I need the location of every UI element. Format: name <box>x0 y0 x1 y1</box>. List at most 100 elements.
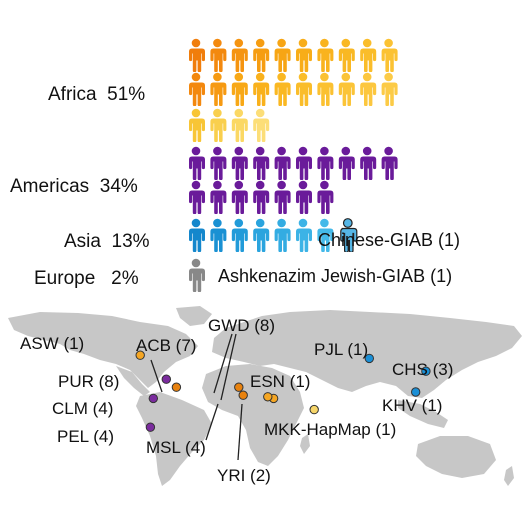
world-map <box>8 306 522 486</box>
australia-landmass <box>416 436 496 478</box>
person-icon-americas-r1-5 <box>274 146 291 180</box>
person-icon-americas-r1-7 <box>317 146 334 180</box>
person-icon-africa-r1-9 <box>360 38 377 72</box>
region-label-americas: Americas 34% <box>10 176 138 198</box>
europe-annotation: Ashkenazim Jewish-GIAB (1) <box>218 266 453 286</box>
person-icon-africa-r3-1 <box>189 108 205 142</box>
person-icon-africa-r1-2 <box>210 38 227 72</box>
person-icon-americas-r2-7 <box>317 180 334 214</box>
new-zealand-landmass <box>504 466 514 486</box>
person-icon-africa-r1-6 <box>296 38 312 72</box>
person-icon-africa-r2-2 <box>210 72 227 106</box>
map-label-msl: MSL (4) <box>146 438 206 457</box>
person-icon-americas-r2-3 <box>231 180 248 214</box>
region-label-asia: Asia 13% <box>64 231 150 253</box>
person-icon-africa-r1-8 <box>338 38 355 72</box>
person-icon-africa-r2-6 <box>296 72 312 106</box>
person-icon-americas-r1-3 <box>231 146 248 180</box>
label-leader-lines <box>150 333 243 461</box>
map-point-chs <box>421 366 431 376</box>
msl-leader-line <box>205 403 219 441</box>
person-icon-americas-r2-1 <box>189 180 205 214</box>
map-label-mkk: MKK-HapMap (1) <box>264 420 397 439</box>
region-name: Africa <box>48 84 97 105</box>
map-point-pel <box>145 422 156 432</box>
asia-annotation: Chinese-GIAB (1) <box>318 230 461 250</box>
person-icon-africa-r2-1 <box>189 72 205 106</box>
person-icon-americas-r1-4 <box>253 146 270 180</box>
person-icon-africa-r1-4 <box>253 38 270 72</box>
region-name: Americas <box>10 176 90 197</box>
person-icon-asia-r1-5 <box>274 218 291 252</box>
person-icon-africa-r3-2 <box>210 108 227 142</box>
acb-leader-line <box>150 359 163 393</box>
map-label-khv: KHV (1) <box>382 396 443 415</box>
greenland-landmass <box>176 306 212 326</box>
map-point-khv <box>411 387 421 397</box>
gwd-leader-line-1 <box>213 333 233 394</box>
person-icon-americas-r2-4 <box>253 180 270 214</box>
region-name: Europe <box>34 268 96 289</box>
person-icon-africa-r3-4 <box>253 108 270 142</box>
region-name: Asia <box>64 231 101 252</box>
map-label-yri: YRI (2) <box>217 466 271 485</box>
map-label-pel: PEL (4) <box>57 427 115 446</box>
person-icon-americas-r1-10 <box>381 146 398 180</box>
central-america-landmass <box>116 366 150 396</box>
south-america-landmass <box>136 392 212 486</box>
map-label-pjl: PJL (1) <box>314 340 369 359</box>
person-icon-africa-r1-7 <box>317 38 334 72</box>
person-icon-africa-r2-5 <box>274 72 291 106</box>
map-point-acb <box>171 382 182 392</box>
person-icon-asia-r1-3 <box>231 218 248 252</box>
map-point-asw <box>135 350 145 360</box>
region-percent: 2% <box>111 268 139 289</box>
person-icon-asia-r1-1 <box>189 218 205 252</box>
person-icon-africa-r2-8 <box>338 72 355 106</box>
person-icon-americas-r1-6 <box>296 146 312 180</box>
yri-leader-line <box>237 403 243 461</box>
map-point-gwd <box>234 382 244 392</box>
person-icon-asia-r1-6 <box>296 218 312 252</box>
map-point-pjl <box>364 353 374 364</box>
person-icon-asia-r1-4 <box>253 218 270 252</box>
gwd-leader-line-2 <box>220 333 237 401</box>
map-label-chs: CHS (3) <box>392 360 454 379</box>
person-icon-americas-r2-2 <box>210 180 227 214</box>
north-america-landmass <box>8 312 198 388</box>
map-point-pur <box>161 374 172 384</box>
person-icon-americas-r1-9 <box>360 146 377 180</box>
person-icon-africa-r2-9 <box>360 72 377 106</box>
map-label-asw: ASW (1) <box>20 334 85 353</box>
region-label-europe: Europe 2% <box>34 268 139 290</box>
person-icon-africa-r1-5 <box>274 38 291 72</box>
map-points <box>135 350 431 432</box>
person-icon-africa-r2-3 <box>231 72 248 106</box>
region-percent: 34% <box>99 176 138 197</box>
map-point-clm <box>148 393 159 404</box>
map-label-esn: ESN (1) <box>250 372 311 391</box>
person-icon-americas-r2-6 <box>296 180 312 214</box>
map-label-acb: ACB (7) <box>136 336 197 355</box>
person-icon-americas-r1-8 <box>338 146 355 180</box>
map-label-clm: CLM (4) <box>52 399 114 418</box>
person-icon-africa-r2-10 <box>381 72 398 106</box>
pictograph-marks <box>189 38 398 292</box>
person-icon-africa-r3-3 <box>231 108 248 142</box>
person-icon-africa-r1-1 <box>189 38 205 72</box>
person-icon-americas-r1-1 <box>189 146 205 180</box>
region-percent: 13% <box>111 231 150 252</box>
person-icon-africa-r2-4 <box>253 72 270 106</box>
map-point-msl <box>238 390 248 400</box>
person-icon-europe-r1-1 <box>189 258 205 292</box>
region-label-africa: Africa 51% <box>48 84 145 106</box>
person-icon-americas-r1-2 <box>210 146 227 180</box>
southeast-asia-landmass <box>398 400 448 428</box>
person-icon-africa-r2-7 <box>317 72 334 106</box>
region-percent: 51% <box>107 84 146 105</box>
person-icon-africa-r1-10 <box>381 38 398 72</box>
map-label-pur: PUR (8) <box>58 372 120 391</box>
madagascar-landmass <box>300 434 310 454</box>
